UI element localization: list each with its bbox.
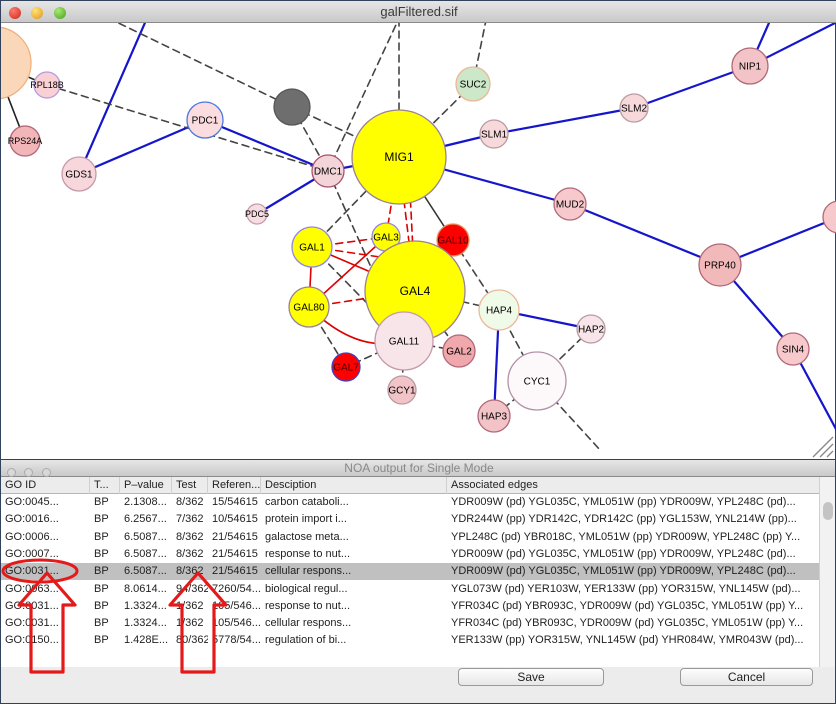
- svg-text:MIG1: MIG1: [384, 150, 414, 164]
- svg-text:GAL3: GAL3: [373, 233, 399, 244]
- svg-text:GAL11: GAL11: [389, 337, 420, 348]
- svg-text:HAP4: HAP4: [486, 306, 513, 317]
- svg-text:RPL18B: RPL18B: [30, 80, 64, 90]
- svg-text:PDC1: PDC1: [192, 116, 219, 127]
- svg-text:CYC1: CYC1: [524, 377, 551, 388]
- svg-text:SIN4: SIN4: [782, 345, 805, 356]
- svg-text:SLM1: SLM1: [481, 130, 508, 141]
- svg-text:DMC1: DMC1: [314, 167, 343, 178]
- svg-text:MUD2: MUD2: [556, 200, 585, 211]
- svg-text:GDS1: GDS1: [65, 170, 93, 181]
- svg-text:NIP1: NIP1: [739, 62, 762, 73]
- svg-text:SUC2: SUC2: [460, 80, 487, 91]
- svg-text:GAL2: GAL2: [446, 347, 472, 358]
- svg-text:GCY1: GCY1: [388, 386, 416, 397]
- svg-text:GAL1: GAL1: [299, 243, 325, 254]
- svg-text:HAP3: HAP3: [481, 412, 508, 423]
- svg-text:GAL10: GAL10: [437, 236, 469, 247]
- svg-text:GAL4: GAL4: [400, 284, 431, 298]
- svg-text:PRP40: PRP40: [704, 261, 736, 272]
- svg-text:RPS24A: RPS24A: [8, 136, 43, 146]
- svg-text:GAL80: GAL80: [293, 303, 325, 314]
- svg-text:SLM2: SLM2: [621, 104, 648, 115]
- svg-text:GAL7: GAL7: [333, 363, 359, 374]
- svg-text:HAP2: HAP2: [578, 325, 605, 336]
- svg-text:PDC5: PDC5: [245, 209, 269, 219]
